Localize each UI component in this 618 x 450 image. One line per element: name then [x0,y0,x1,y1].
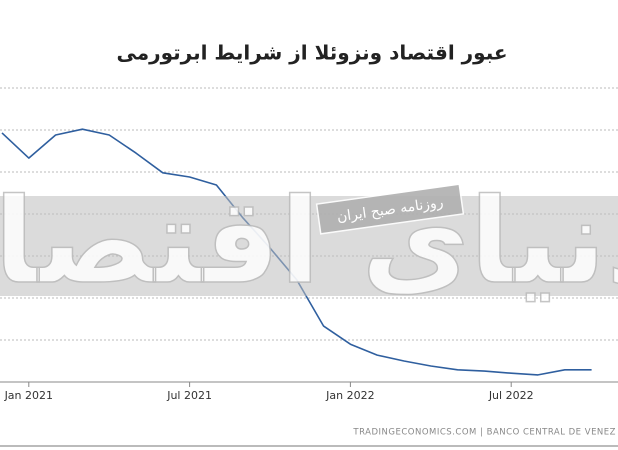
watermark-box [315,183,465,235]
x-tick-label: Jan 2021 [4,389,53,402]
x-tick-label: Jul 2022 [488,389,534,402]
watermark-band [0,196,618,296]
watermark: دنیای اقتصاد روزنامه صبح ایران [0,171,618,311]
source: TRADINGECONOMICS.COM | BANCO CENTRAL DE … [352,428,616,438]
chart-title: عبور اقتصاد ونزوئلا از شرایط ابرتورمی [116,41,507,65]
x-tick-label: Jan 2022 [325,389,374,402]
x-tick-label: Jul 2021 [166,389,212,402]
watermark-brand: دنیای اقتصاد [0,172,618,310]
